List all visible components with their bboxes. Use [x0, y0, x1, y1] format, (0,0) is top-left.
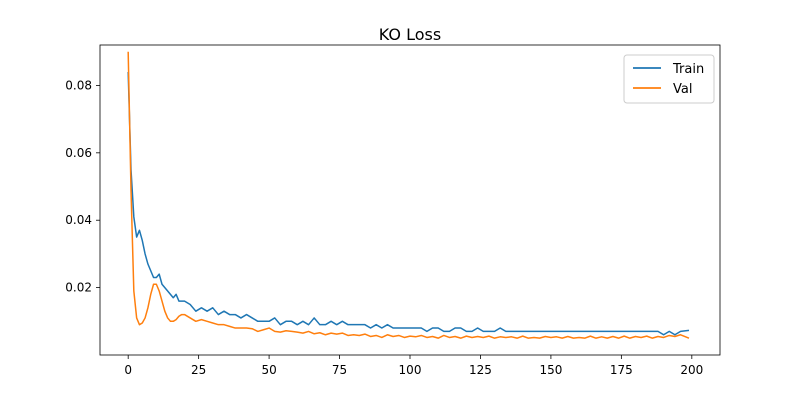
legend-box [623, 54, 715, 104]
x-tick-label: 150 [539, 363, 562, 377]
y-tick-label: 0.04 [65, 213, 92, 227]
legend-label-train: Train [672, 62, 704, 77]
y-tick-label: 0.06 [65, 146, 92, 160]
y-axis: 0.02 0.04 0.06 0.08 [65, 78, 100, 295]
y-tick-label: 0.08 [65, 78, 92, 92]
plot-frame [99, 44, 721, 356]
x-tick-label: 75 [332, 363, 347, 377]
plot-area [127, 51, 690, 339]
x-tick-label: 25 [191, 363, 206, 377]
x-tick-label: 175 [610, 363, 633, 377]
chart-title: KO Loss [379, 25, 441, 44]
x-tick-label: 100 [399, 363, 422, 377]
series-line-train [127, 71, 690, 336]
x-tick-label: 125 [469, 363, 492, 377]
x-tick-label: 200 [680, 363, 703, 377]
series-line-val [127, 51, 690, 339]
x-axis: 0 25 50 75 100 125 150 175 200 [124, 355, 703, 377]
y-tick-label: 0.02 [65, 281, 92, 295]
legend: Train Val [623, 54, 715, 104]
x-tick-label: 0 [124, 363, 132, 377]
legend-label-val: Val [673, 82, 692, 97]
x-tick-label: 50 [261, 363, 276, 377]
